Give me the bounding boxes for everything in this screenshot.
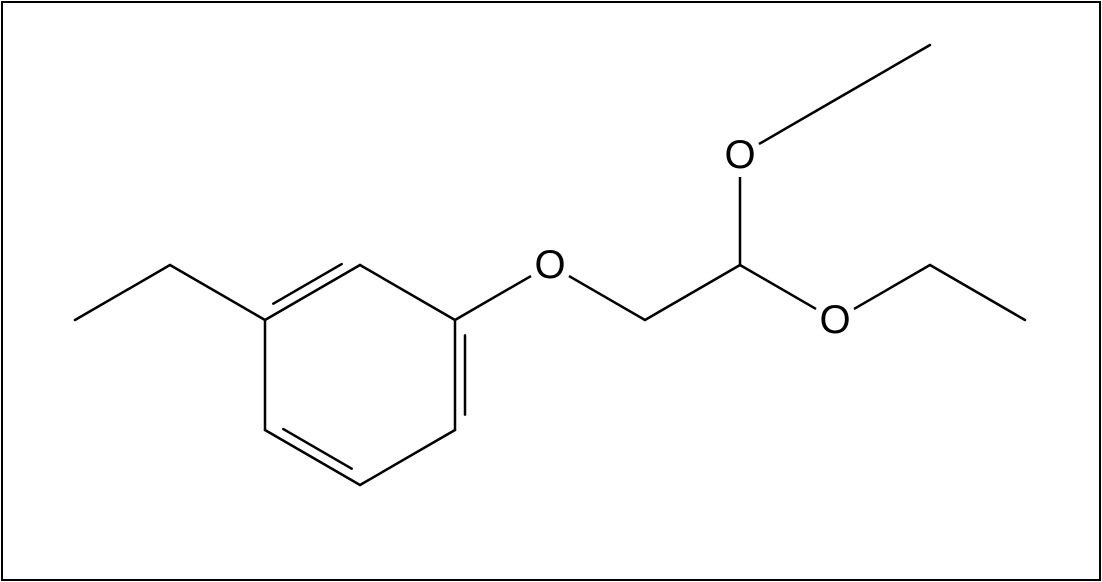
atom-label: O: [819, 298, 850, 342]
atom-label: O: [534, 243, 565, 287]
molecule-diagram: O O O: [0, 0, 1102, 582]
atom-label: O: [724, 133, 755, 177]
